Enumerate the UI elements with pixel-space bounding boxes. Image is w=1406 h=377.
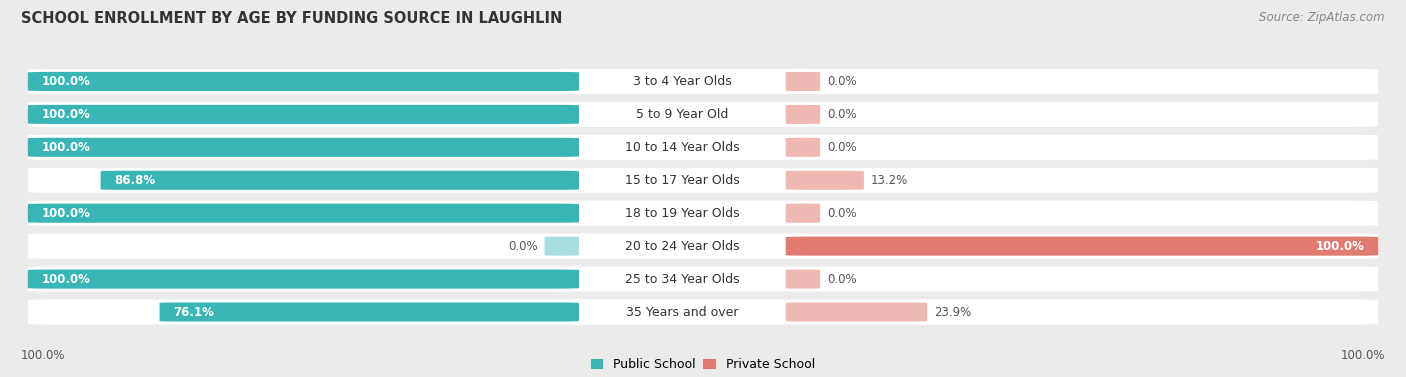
Text: 100.0%: 100.0% [1316,240,1364,253]
FancyBboxPatch shape [28,234,1378,259]
Text: 13.2%: 13.2% [870,174,908,187]
FancyBboxPatch shape [786,237,1378,256]
FancyBboxPatch shape [28,69,1378,94]
Text: 100.0%: 100.0% [42,108,90,121]
Text: 20 to 24 Year Olds: 20 to 24 Year Olds [626,240,740,253]
FancyBboxPatch shape [544,237,579,256]
FancyBboxPatch shape [28,204,579,223]
FancyBboxPatch shape [159,302,579,322]
Text: Source: ZipAtlas.com: Source: ZipAtlas.com [1260,11,1385,24]
Text: 0.0%: 0.0% [827,141,856,154]
Legend: Public School, Private School: Public School, Private School [591,359,815,371]
FancyBboxPatch shape [786,270,820,289]
FancyBboxPatch shape [28,135,1378,160]
Text: 25 to 34 Year Olds: 25 to 34 Year Olds [626,273,740,285]
Text: 35 Years and over: 35 Years and over [626,305,738,319]
FancyBboxPatch shape [28,299,1378,325]
FancyBboxPatch shape [786,138,820,157]
FancyBboxPatch shape [28,105,579,124]
Text: 76.1%: 76.1% [173,305,214,319]
Text: 0.0%: 0.0% [827,207,856,220]
FancyBboxPatch shape [28,267,1378,291]
Text: 0.0%: 0.0% [827,108,856,121]
Text: 100.0%: 100.0% [1340,349,1385,362]
Text: 0.0%: 0.0% [827,75,856,88]
Text: 100.0%: 100.0% [42,75,90,88]
FancyBboxPatch shape [28,168,1378,193]
Text: 86.8%: 86.8% [114,174,156,187]
Text: 15 to 17 Year Olds: 15 to 17 Year Olds [624,174,740,187]
Text: 100.0%: 100.0% [42,141,90,154]
FancyBboxPatch shape [786,204,820,223]
FancyBboxPatch shape [28,102,1378,127]
FancyBboxPatch shape [786,302,928,322]
Text: 100.0%: 100.0% [21,349,66,362]
FancyBboxPatch shape [101,171,579,190]
Text: 3 to 4 Year Olds: 3 to 4 Year Olds [633,75,731,88]
Text: 5 to 9 Year Old: 5 to 9 Year Old [636,108,728,121]
Text: 10 to 14 Year Olds: 10 to 14 Year Olds [626,141,740,154]
FancyBboxPatch shape [28,201,1378,226]
FancyBboxPatch shape [28,270,579,289]
FancyBboxPatch shape [28,138,579,157]
FancyBboxPatch shape [786,171,863,190]
FancyBboxPatch shape [786,105,820,124]
Text: 0.0%: 0.0% [508,240,537,253]
Text: 0.0%: 0.0% [827,273,856,285]
Text: SCHOOL ENROLLMENT BY AGE BY FUNDING SOURCE IN LAUGHLIN: SCHOOL ENROLLMENT BY AGE BY FUNDING SOUR… [21,11,562,26]
Text: 100.0%: 100.0% [42,273,90,285]
FancyBboxPatch shape [786,72,820,91]
FancyBboxPatch shape [28,72,579,91]
Text: 23.9%: 23.9% [934,305,972,319]
Text: 18 to 19 Year Olds: 18 to 19 Year Olds [626,207,740,220]
Text: 100.0%: 100.0% [42,207,90,220]
